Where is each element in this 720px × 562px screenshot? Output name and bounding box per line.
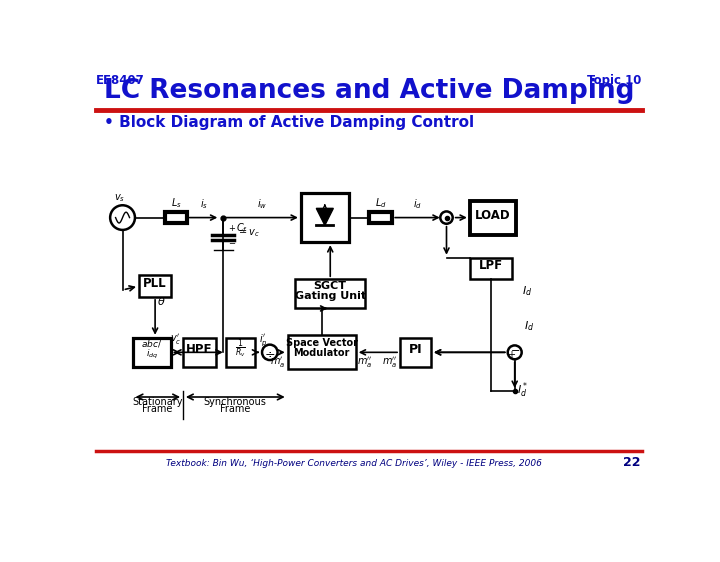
Text: $= v_c$: $= v_c$ <box>238 227 261 239</box>
Text: Gating Unit: Gating Unit <box>294 291 366 301</box>
Text: $I_d^*$: $I_d^*$ <box>517 380 528 400</box>
Text: $+$: $+$ <box>228 224 235 233</box>
Text: Topic 10: Topic 10 <box>588 74 642 87</box>
Text: $\div$: $\div$ <box>264 347 276 360</box>
Text: $I_d$: $I_d$ <box>523 284 533 298</box>
Text: 22: 22 <box>623 456 640 469</box>
Text: LOAD: LOAD <box>475 209 510 222</box>
Text: $I_d$: $I_d$ <box>524 319 534 333</box>
Text: $i_p'$: $i_p'$ <box>259 332 268 347</box>
Text: • Block Diagram of Active Damping Control: • Block Diagram of Active Damping Contro… <box>104 115 474 130</box>
Polygon shape <box>316 209 333 225</box>
Text: $v_s$: $v_s$ <box>114 193 125 205</box>
Text: $\theta$: $\theta$ <box>158 294 166 307</box>
Text: Modulator: Modulator <box>294 348 350 358</box>
Text: Stationary: Stationary <box>132 397 183 407</box>
Text: $i_{dq}$: $i_{dq}$ <box>146 348 158 361</box>
Text: $-$: $-$ <box>228 238 235 247</box>
Text: HPF: HPF <box>186 343 212 356</box>
Text: $i_s$: $i_s$ <box>200 198 208 211</box>
Text: $+$: $+$ <box>507 349 516 360</box>
Bar <box>225 338 255 367</box>
Text: $m_a''$: $m_a''$ <box>357 355 373 370</box>
Text: Space Vector: Space Vector <box>286 338 358 348</box>
Text: Synchronous: Synchronous <box>204 397 266 407</box>
Bar <box>165 212 187 223</box>
Bar <box>287 336 356 369</box>
Text: $m_a''$: $m_a''$ <box>382 355 397 370</box>
Text: $-$: $-$ <box>510 345 521 354</box>
Bar <box>295 279 365 309</box>
Text: SGCT: SGCT <box>314 281 347 291</box>
Text: $i_d$: $i_d$ <box>413 198 423 211</box>
Bar <box>183 338 215 367</box>
Bar <box>139 275 171 297</box>
Bar <box>469 201 516 234</box>
Text: $L_s$: $L_s$ <box>171 196 181 210</box>
Text: $\frac{1}{R_v}$: $\frac{1}{R_v}$ <box>235 337 246 360</box>
Text: Textbook: Bin Wu, ‘High-Power Converters and AC Drives’, Wiley - IEEE Press, 200: Textbook: Bin Wu, ‘High-Power Converters… <box>166 459 541 468</box>
Bar <box>469 257 513 279</box>
Text: Frame: Frame <box>143 405 173 414</box>
Bar <box>132 338 171 367</box>
Bar <box>400 338 431 367</box>
Text: PI: PI <box>409 343 423 356</box>
Text: $abc/$: $abc/$ <box>141 338 163 348</box>
Text: EE8407: EE8407 <box>96 74 145 87</box>
Text: $L_d$: $L_d$ <box>374 196 387 210</box>
Text: $C_f$: $C_f$ <box>235 221 248 235</box>
Text: $m_a'$: $m_a'$ <box>270 355 285 370</box>
Text: $i_w$: $i_w$ <box>257 198 267 211</box>
Text: PLL: PLL <box>143 277 167 290</box>
Bar <box>369 212 392 223</box>
Text: LC Resonances and Active Damping: LC Resonances and Active Damping <box>104 78 634 104</box>
Text: $v_c'$: $v_c'$ <box>170 332 181 347</box>
Bar <box>301 193 349 242</box>
Text: Frame: Frame <box>220 405 250 414</box>
Text: LPF: LPF <box>479 259 503 272</box>
